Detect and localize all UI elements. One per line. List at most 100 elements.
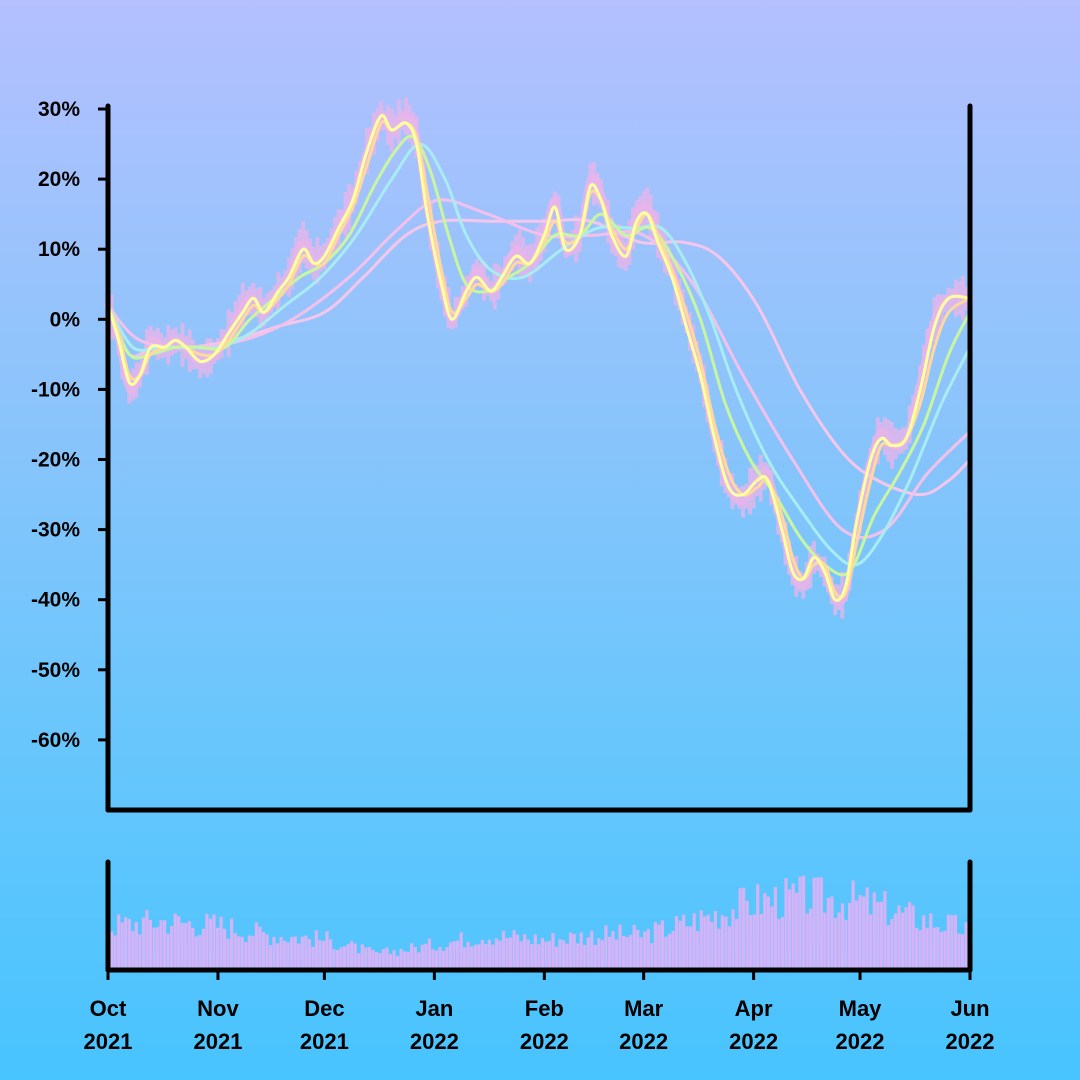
volume-bar [908, 902, 912, 968]
volume-bar [936, 927, 940, 968]
volume-bar [759, 914, 763, 968]
volume-bar [463, 947, 467, 968]
volume-bar [251, 936, 255, 968]
volume-bar [152, 927, 156, 968]
y-tick-label: 30% [38, 98, 80, 121]
volume-bar [159, 920, 163, 968]
volume-bar [293, 936, 297, 968]
volume-bar [731, 909, 735, 968]
volume-bar [569, 932, 573, 968]
volume-bar [922, 915, 926, 968]
volume-bar [879, 901, 883, 968]
volume-bar [946, 914, 950, 968]
volume-bar [131, 931, 135, 968]
volume-bar [770, 906, 774, 968]
y-tick-label: -30% [31, 519, 80, 542]
volume-bar [625, 937, 629, 968]
volume-bar [590, 930, 594, 968]
volume-bar [932, 927, 936, 968]
volume-bar [258, 926, 262, 968]
volume-bar [798, 876, 802, 968]
volume-bar [752, 914, 756, 968]
volume-bar [381, 949, 386, 968]
volume-bar [141, 917, 145, 968]
volume-bar [823, 912, 827, 968]
volume-bar [357, 953, 361, 968]
volume-bar [904, 907, 908, 968]
volume-bar [261, 932, 265, 968]
volume-bar [371, 949, 375, 968]
volume-bar [586, 937, 590, 968]
volume-bar [466, 941, 470, 968]
y-tick-label: -10% [31, 378, 80, 401]
x-tick-label-year: 2022 [836, 1029, 885, 1054]
volume-bar [113, 935, 117, 968]
volume-bar [205, 913, 209, 968]
volume-bar [579, 932, 583, 968]
volume-bar [745, 900, 749, 968]
volume-bars [110, 875, 968, 968]
volume-bar [939, 931, 943, 968]
volume-bar [858, 895, 862, 968]
volume-bar [364, 947, 368, 968]
volume-bar [336, 950, 340, 968]
x-tick-label-year: 2022 [410, 1029, 459, 1054]
volume-bar [540, 938, 544, 968]
volume-bar [816, 877, 820, 968]
volume-bar [233, 933, 237, 968]
volume-bar [445, 947, 449, 968]
volume-bar [378, 953, 382, 968]
volume-bar [353, 943, 357, 968]
volume-bar [318, 940, 322, 968]
x-tick-label-year: 2022 [520, 1029, 569, 1054]
series-line [106, 114, 972, 602]
volume-bar [872, 892, 876, 968]
volume-bar [791, 883, 795, 968]
volume-bar [350, 941, 354, 968]
volume-bar [763, 893, 767, 968]
volume-bar [703, 916, 707, 968]
volume-bar [410, 943, 414, 968]
volume-bar [392, 950, 396, 968]
volume-bar [325, 931, 329, 968]
volume-bar [470, 946, 474, 968]
volume-bar [964, 922, 968, 968]
volume-bar [622, 935, 626, 968]
volume-bar [674, 916, 679, 968]
x-tick-label-month: Feb [525, 996, 564, 1021]
y-tick-label: -60% [31, 729, 80, 752]
volume-bar [452, 941, 456, 968]
volume-bar [551, 933, 555, 968]
volume-bar [194, 936, 198, 968]
volume-bar [484, 943, 488, 968]
volume-bar [120, 922, 124, 968]
volume-bar [611, 931, 615, 968]
volume-bar [869, 914, 873, 968]
volume-bar [117, 914, 121, 968]
volume-bar [332, 949, 336, 968]
volume-bar [554, 946, 559, 968]
volume-bar [307, 939, 311, 968]
volume-bar [802, 875, 806, 968]
x-tick-label-year: 2021 [300, 1029, 349, 1054]
volume-bar [960, 934, 965, 968]
volume-bar [223, 928, 227, 968]
volume-bar [957, 933, 961, 968]
volume-bar [653, 922, 657, 968]
volume-bar [314, 930, 318, 968]
volume-bar [413, 947, 417, 968]
volume-bar [664, 936, 668, 968]
x-tick-label-month: Mar [624, 996, 664, 1021]
volume-bar [145, 909, 149, 968]
volume-bar [279, 937, 283, 968]
x-tick-label-year: 2022 [729, 1029, 778, 1054]
volume-bar [706, 914, 710, 968]
y-tick-label: -50% [31, 659, 80, 682]
x-tick-label-month: Dec [304, 996, 344, 1021]
volume-bar [572, 934, 576, 968]
volume-bar [212, 914, 216, 968]
x-tick-label-month: Apr [735, 996, 773, 1021]
volume-bar [893, 913, 898, 968]
volume-bar [600, 940, 604, 968]
